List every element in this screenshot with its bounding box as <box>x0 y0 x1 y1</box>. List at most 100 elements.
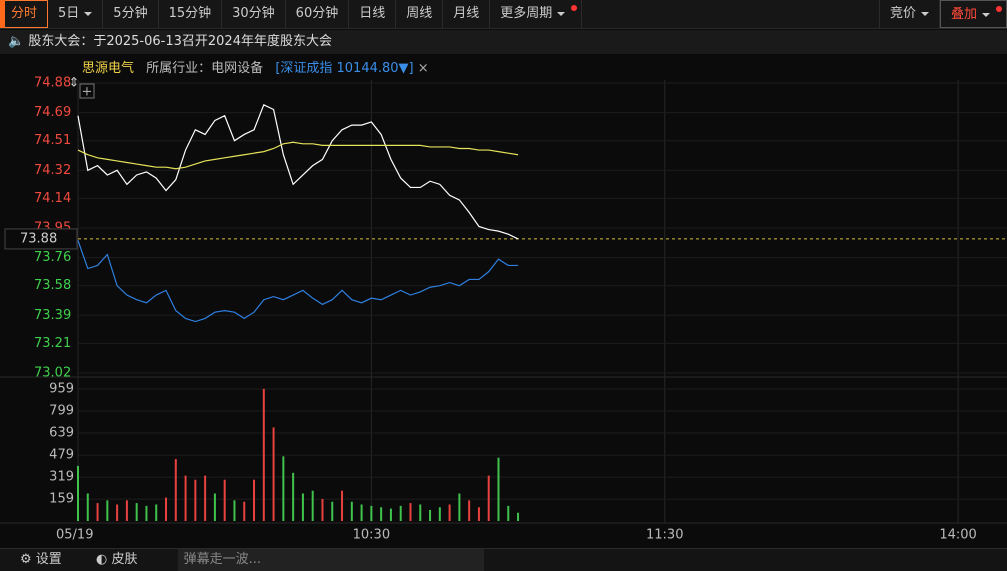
speaker-icon: 🔈 <box>8 34 25 49</box>
volume-bar <box>155 504 158 521</box>
y-tick-label: 74.69 <box>34 105 71 120</box>
volume-bar <box>399 505 402 521</box>
volume-bar <box>292 472 295 521</box>
period-tab[interactable]: 15分钟 <box>159 0 223 28</box>
y-tick-label: 73.76 <box>34 250 71 265</box>
volume-bar <box>301 493 304 521</box>
volume-bar <box>106 500 109 521</box>
volume-bar <box>438 507 441 521</box>
notice-text: 股东大会：于2025-06-13召开2024年年度股东大会 <box>28 34 332 49</box>
volume-bar <box>272 427 275 521</box>
toolbar: 分时 5日 5分钟 15分钟 30分钟 60分钟 日线 周线 月线 更多周期 竞价 叠加 <box>0 0 1007 29</box>
notify-dot <box>571 5 578 11</box>
volume-bar <box>517 512 520 521</box>
volume-bar <box>448 504 451 521</box>
notice-bar[interactable]: 🔈 股东大会：于2025-06-13召开2024年年度股东大会 <box>0 30 1007 54</box>
y-tick-label: 959 <box>49 382 74 397</box>
volume-bar <box>360 504 363 521</box>
period-tab[interactable]: 5日 <box>48 0 104 28</box>
volume-bar <box>409 503 412 521</box>
volume-bar <box>380 507 383 521</box>
settings-button[interactable]: ⚙ 设置 <box>20 552 62 567</box>
skin-label: 皮肤 <box>111 552 138 567</box>
volume-bar <box>419 504 422 521</box>
volume-bar <box>389 508 392 521</box>
period-tab[interactable]: 周线 <box>396 0 444 28</box>
volume-bar <box>507 505 510 521</box>
y-tick-label: 159 <box>49 492 74 507</box>
volume-bar <box>223 479 226 521</box>
volume-bar <box>253 479 256 521</box>
volume-bar <box>116 504 119 521</box>
volume-bar <box>145 505 148 521</box>
volume-bar <box>477 507 480 521</box>
volume-bar <box>487 475 490 521</box>
volume-bar <box>468 500 471 521</box>
period-tab[interactable]: 更多周期 <box>490 0 583 28</box>
current-price-box <box>4 228 78 250</box>
period-tab[interactable]: 30分钟 <box>222 0 286 28</box>
volume-bar <box>321 498 324 521</box>
y-tick-label: 799 <box>49 404 74 419</box>
volume-bar <box>341 490 344 521</box>
skin-button[interactable]: ◐ 皮肤 <box>95 552 138 567</box>
price-line <box>77 104 519 240</box>
volume-bar <box>174 459 177 521</box>
volume-bar <box>194 479 197 521</box>
crosshair-toggle[interactable] <box>79 83 95 99</box>
volume-bar <box>233 500 236 521</box>
notify-dot <box>996 6 1002 12</box>
x-tick-label: 05/19 <box>56 528 93 543</box>
y-tick-label: 73.39 <box>34 308 71 323</box>
toolbar-right: 竞价 叠加 <box>878 0 1007 28</box>
volume-bar <box>184 475 187 521</box>
volume-bar <box>125 500 128 521</box>
volume-bar <box>429 509 432 521</box>
volume-bar <box>165 497 168 521</box>
volume-bar <box>96 503 99 521</box>
toolbar-button[interactable]: 叠加 <box>939 0 1007 28</box>
stock-name: 思源电气 <box>82 61 135 76</box>
y-tick-label: 73.21 <box>34 336 71 351</box>
axis-marker: ⇕ <box>69 76 80 91</box>
volume-bar <box>213 493 216 521</box>
volume-bar <box>262 388 265 521</box>
volume-bar <box>311 490 314 521</box>
y-tick-label: 479 <box>49 448 74 463</box>
period-tab[interactable]: 日线 <box>349 0 397 28</box>
x-tick-label: 14:00 <box>939 528 976 543</box>
volume-bar <box>331 501 334 521</box>
settings-label: 设置 <box>35 552 62 567</box>
close-overlay[interactable]: × <box>417 61 429 76</box>
y-tick-label: 73.02 <box>34 366 71 381</box>
price-line <box>77 240 519 323</box>
volume-bar <box>204 475 207 521</box>
volume-bar <box>350 501 353 521</box>
y-tick-label: 74.51 <box>34 133 71 148</box>
x-tick-label: 11:30 <box>646 528 683 543</box>
volume-bar <box>497 457 500 521</box>
footer: ⚙ 设置 ◐ 皮肤 弹幕走一波... <box>0 548 1007 571</box>
volume-bar <box>243 501 246 521</box>
x-tick-label: 10:30 <box>353 528 390 543</box>
industry: 所属行业：电网设备 <box>146 61 264 76</box>
plus-icon: + <box>82 85 93 100</box>
header: 思源电气 所属行业：电网设备 [深证成指 10144.80▼] × <box>0 58 429 80</box>
y-tick-label: 319 <box>49 470 74 485</box>
volume-bar <box>77 465 79 521</box>
y-tick-label: 74.32 <box>34 163 71 178</box>
period-tab[interactable]: 5分钟 <box>103 0 159 28</box>
y-tick-label: 74.88 <box>34 76 71 91</box>
index-overlay[interactable]: [深证成指 10144.80▼] <box>275 61 414 76</box>
price-line <box>77 141 519 170</box>
period-tab[interactable]: 60分钟 <box>286 0 350 28</box>
y-tick-label: 639 <box>49 426 74 441</box>
y-tick-label: 74.14 <box>34 191 71 206</box>
danmaku-input[interactable]: 弹幕走一波... <box>177 549 484 571</box>
y-tick-label: 73.58 <box>34 278 71 293</box>
volume-bar <box>282 456 285 521</box>
volume-bar <box>458 493 461 521</box>
volume-bar <box>86 493 89 521</box>
volume-bar <box>370 505 373 521</box>
